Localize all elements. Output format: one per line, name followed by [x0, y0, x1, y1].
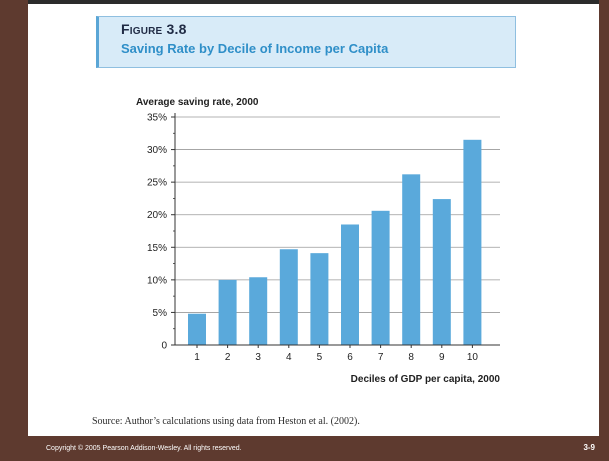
left-border: [0, 0, 28, 461]
axes: 0 5% 10% 15% 20% 25% 30% 35% 1 2 3 4 5 6 7 8 9 10: [147, 113, 500, 363]
right-border: [599, 0, 609, 461]
bar-decile-2: [218, 279, 237, 345]
figure-label: Figure 3.8: [121, 21, 187, 37]
y-tick-label: 10%: [147, 275, 167, 286]
slide-number: 3-9: [583, 443, 595, 452]
x-tick-label: 2: [225, 352, 231, 363]
y-tick-label: 20%: [147, 210, 167, 221]
top-border: [28, 0, 599, 4]
x-axis-title: Deciles of GDP per capita, 2000: [351, 374, 501, 385]
x-tick-label: 9: [439, 352, 445, 363]
x-tick-label: 3: [255, 352, 261, 363]
copyright-text: Copyright © 2005 Pearson Addison-Wesley.…: [46, 445, 242, 452]
bars: [188, 139, 482, 345]
x-tick-label: 1: [194, 352, 200, 363]
bar-decile-4: [279, 249, 298, 345]
figure-title: Saving Rate by Decile of Income per Capi…: [121, 41, 389, 56]
footer-bar: Copyright © 2005 Pearson Addison-Wesley.…: [0, 436, 609, 461]
y-tick-label: 5%: [153, 308, 168, 319]
y-tick-label: 15%: [147, 243, 167, 254]
y-tick-label: 25%: [147, 178, 167, 189]
bar-decile-7: [371, 210, 390, 345]
source-note: Source: Author’s calculations using data…: [92, 416, 360, 427]
y-tick-label: 0: [161, 341, 167, 352]
y-axis-title: Average saving rate, 2000: [136, 97, 259, 108]
x-tick-label: 4: [286, 352, 292, 363]
figure-header: Figure 3.8 Saving Rate by Decile of Inco…: [96, 16, 516, 68]
bar-decile-5: [310, 253, 329, 345]
bar-decile-3: [249, 277, 268, 345]
x-tick-label: 7: [378, 352, 384, 363]
bar-decile-6: [341, 224, 359, 345]
x-tick-label: 10: [467, 352, 479, 363]
bar-decile-8: [402, 174, 421, 345]
x-tick-label: 6: [347, 352, 353, 363]
x-tick-label: 5: [317, 352, 323, 363]
bar-decile-1: [188, 313, 206, 345]
x-tick-label: 8: [408, 352, 414, 363]
bar-decile-10: [463, 139, 482, 345]
y-tick-label: 30%: [147, 145, 167, 156]
bar-decile-9: [432, 199, 451, 345]
y-tick-label: 35%: [147, 113, 167, 124]
